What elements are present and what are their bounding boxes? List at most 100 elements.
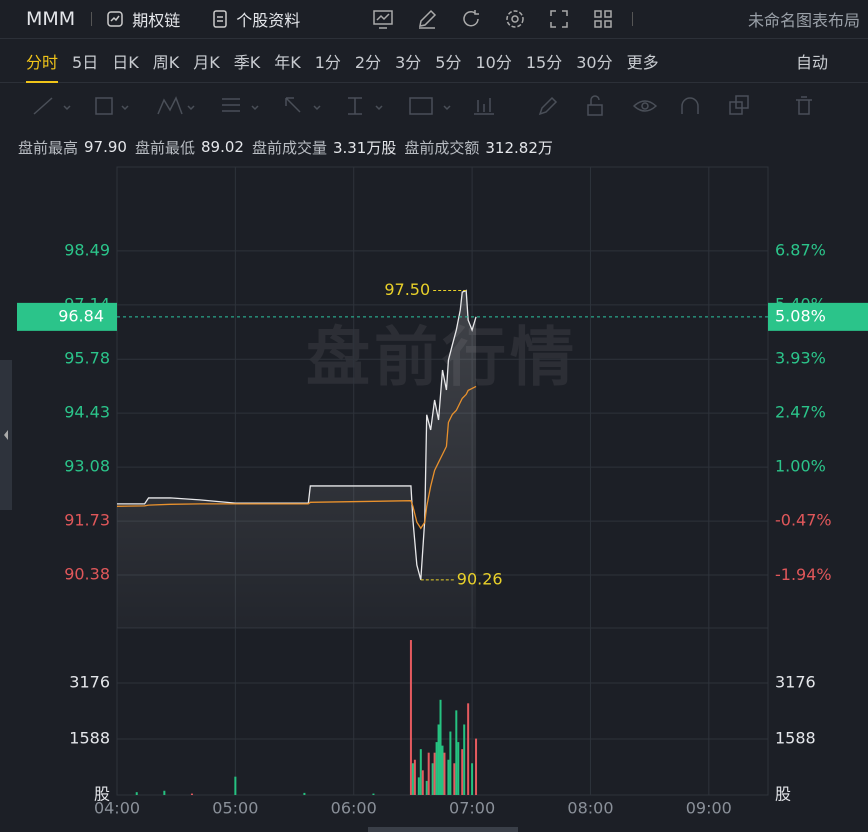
x-tick-label: 09:00: [686, 799, 732, 818]
info-value: 89.02: [200, 138, 244, 156]
y-tick-label: 股: [94, 785, 110, 804]
volume-bar: [475, 738, 478, 795]
volume-bar: [453, 763, 456, 795]
y-tick-label: 91.73: [64, 511, 110, 530]
volume-bar: [427, 752, 430, 795]
link-text: 期权链: [132, 11, 181, 30]
average-line: [116, 385, 477, 530]
volume-bar: [163, 790, 166, 795]
volume-bar: [234, 776, 237, 795]
current-change: 5.08%: [775, 306, 826, 325]
y-tick-label: 1588: [69, 729, 110, 748]
volume-bar: [467, 703, 470, 795]
current-price: 96.84: [58, 306, 104, 325]
timeframe-tabs: 分时 5日 日K 周K 月K 季K 年K 1分 2分 3分 5分 10分 15分 30分 更多 自动: [0, 40, 868, 83]
separator: [91, 12, 93, 26]
mode[interactable]: 自动: [795, 53, 828, 72]
volume-bar: [461, 749, 464, 795]
volume-bar: [421, 770, 424, 795]
volume-bar: [409, 640, 412, 795]
volume-bar: [439, 699, 442, 795]
tab[interactable]: 日K: [112, 53, 139, 72]
x-tick-label: 07:00: [449, 799, 495, 818]
volume-bar: [425, 780, 428, 795]
volume-bar: [419, 749, 422, 795]
tab[interactable]: 15分: [525, 53, 563, 72]
layout-name[interactable]: 未命名图表布局: [747, 11, 860, 30]
x-tick-label: 08:00: [567, 799, 613, 818]
volume-bar: [463, 724, 466, 795]
annotation-label: 97.50: [384, 280, 430, 299]
volume-bar: [441, 745, 444, 795]
annotation-label: 90.26: [457, 569, 503, 588]
tab[interactable]: 5分: [435, 53, 462, 72]
volume-bar: [413, 759, 416, 795]
scrollbar[interactable]: [368, 827, 518, 832]
tab[interactable]: 季K: [233, 53, 261, 72]
y2-tick-label: 6.87%: [775, 240, 826, 259]
volume-bar: [190, 793, 193, 795]
tab[interactable]: 年K: [274, 53, 301, 72]
y-tick-label: 93.08: [64, 457, 110, 476]
indicator-icon[interactable]: [372, 8, 394, 30]
y2-tick-label: 2.47%: [775, 402, 826, 421]
refresh-icon[interactable]: [460, 8, 482, 30]
link-text: 个股资料: [236, 11, 301, 30]
y-tick-label-right: 1588: [775, 729, 816, 748]
x-tick-label: 06:00: [331, 799, 377, 818]
drawing-tools: [0, 86, 868, 126]
grid-icon[interactable]: [592, 8, 614, 30]
volume-bar: [135, 792, 138, 795]
y-tick-label: 95.78: [64, 349, 110, 368]
volume-bar: [449, 731, 452, 795]
tab[interactable]: 30分: [576, 53, 613, 72]
info-value: 312.82万: [485, 138, 553, 157]
handle-arrow: [4, 430, 8, 440]
symbol[interactable]: MMM: [26, 8, 76, 30]
tab[interactable]: 分时: [26, 41, 59, 83]
icon: [107, 11, 123, 27]
toolbar-icons: [372, 8, 614, 30]
volume-bar: [447, 759, 450, 795]
tab[interactable]: 5日: [72, 53, 99, 72]
tool-icons: [33, 95, 812, 116]
tab[interactable]: 周K: [152, 53, 180, 72]
info-label: 盘前最高: [18, 138, 79, 157]
y-tick-label: 3176: [69, 673, 110, 692]
volume-bar: [471, 763, 474, 795]
tab[interactable]: 10分: [475, 53, 512, 72]
volume-bar: [411, 763, 414, 795]
draw-icon[interactable]: [416, 8, 438, 30]
volume-bar: [455, 710, 458, 795]
y2-tick-label: 1.00%: [775, 457, 826, 476]
option-link[interactable]: 期权链: [106, 7, 180, 31]
info-label: 盘前成交量: [251, 138, 327, 157]
info-value: 97.90: [84, 138, 127, 156]
settings-icon[interactable]: [504, 8, 526, 30]
y2-tick-label: -1.94%: [775, 565, 832, 584]
price-area: [117, 290, 477, 628]
volume-bar: [457, 742, 460, 795]
profile-link[interactable]: 个股资料: [212, 7, 300, 31]
tab[interactable]: 2分: [354, 53, 382, 72]
tab[interactable]: 3分: [395, 53, 422, 72]
y2-tick-label: 3.93%: [775, 349, 826, 368]
y-tick-label: 94.43: [64, 403, 110, 422]
price-line: [117, 289, 477, 581]
info-value: 3.31万股: [332, 138, 397, 157]
y-tick-label-right: 3176: [775, 673, 816, 692]
top-bar: MMM 期权链 个股资料 未命名图表布局: [0, 0, 868, 39]
volume-bar: [417, 777, 420, 795]
y-tick-label: 98.49: [64, 240, 110, 259]
premarket-info: 盘前最高 97.90 盘前最低 89.02 盘前成交量 3.31万股 盘前成交额 312.82…: [0, 134, 868, 160]
tab[interactable]: 月K: [193, 53, 220, 72]
volume-bar: [431, 763, 434, 795]
fullscreen-icon[interactable]: [548, 8, 570, 30]
icon: [213, 10, 227, 28]
tab[interactable]: 1分: [314, 53, 341, 72]
volume-bar: [437, 724, 440, 795]
volume-bar: [303, 792, 306, 795]
tab[interactable]: 更多: [626, 53, 659, 72]
